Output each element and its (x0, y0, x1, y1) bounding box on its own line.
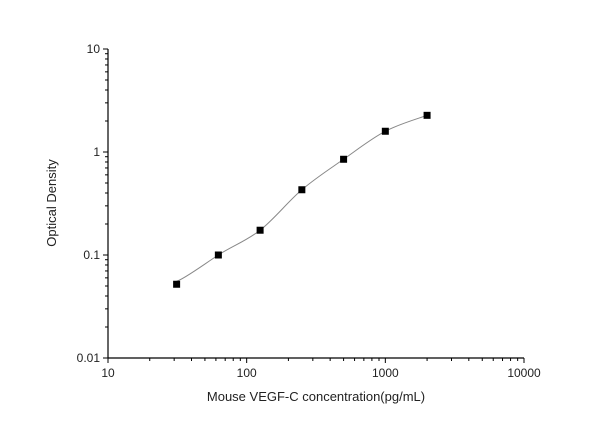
data-point (173, 280, 181, 288)
data-point (298, 186, 306, 194)
y-tick-label: 1 (93, 145, 100, 159)
data-point (256, 226, 264, 234)
y-tick-label: 0.01 (77, 351, 101, 365)
data-point (423, 111, 431, 119)
x-tick-label: 1000 (372, 366, 399, 380)
y-tick-label: 10 (87, 42, 101, 56)
y-tick-label: 0.1 (83, 248, 100, 262)
x-tick-label: 10000 (507, 366, 541, 380)
data-point (214, 251, 222, 259)
fit-curve (176, 114, 428, 282)
axes (103, 48, 525, 363)
x-tick-label: 100 (237, 366, 257, 380)
x-axis-label: Mouse VEGF-C concentration(pg/mL) (207, 389, 425, 404)
data-point (381, 127, 389, 135)
y-axis-label: Optical Density (44, 159, 59, 247)
data-points (173, 111, 431, 288)
tick-labels: 10 100 1000 10000 0.01 0.1 1 10 (77, 42, 541, 380)
data-point (340, 155, 348, 163)
x-tick-label: 10 (101, 366, 115, 380)
